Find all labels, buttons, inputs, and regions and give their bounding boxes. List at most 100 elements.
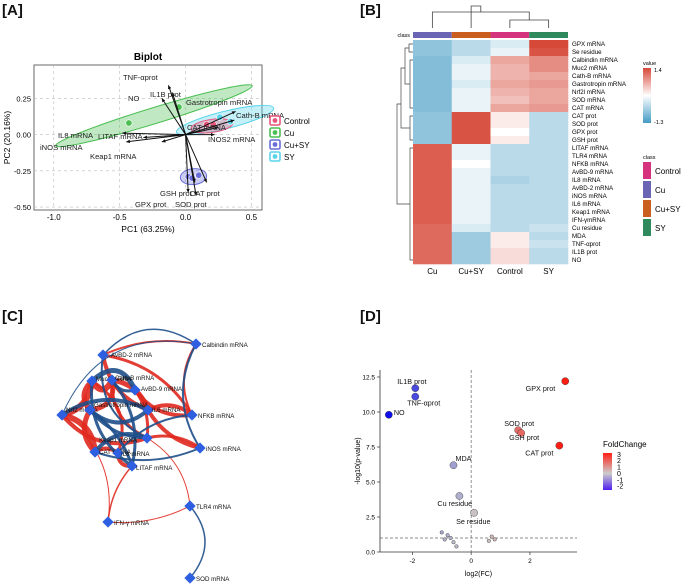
loading-label-gastrotropin-mrna: Gastrotropin mRNA [186,98,253,107]
heatmap-cell [490,176,530,185]
network-node-label: AvBD-9 mRNA [141,386,183,393]
loading-arrowhead [161,98,166,103]
loading-arrow-sod-prot [185,134,197,196]
biplot-legend-label: Cu [284,129,294,138]
heatmap-cell [490,112,530,121]
loading-arrow-keap1-mrna [161,134,186,143]
ellipse-cu [55,84,253,148]
volcano-label-gpx-prot: GPX prot [526,384,556,393]
dendro-link [396,103,410,205]
volcano-point-tnf-prot [411,392,420,401]
class-legend-title: class [643,155,656,161]
network-node-avbd-9-mrna [129,384,141,396]
column-dendrogram [431,5,550,28]
heatmap-cell [451,136,491,145]
volcano-label-sod-prot: SOD prot [504,419,534,428]
loading-label-gsh-prot: GSH prot [160,189,193,198]
heatmap-cell [529,248,569,257]
loading-arrow-gastrotropin-mrna [185,110,236,136]
network-edge [181,343,201,449]
heatmap-cell [529,144,569,153]
loading-arrow-inos-mrna [126,134,186,143]
heatmap-cell [529,184,569,193]
heatmap-cell [490,80,530,89]
network-edge [89,368,138,393]
heatmap-cell [529,176,569,185]
heatmap-cell [413,128,453,137]
heatmap-cell [451,72,491,81]
heatmap-cell [451,64,491,73]
loading-arrowhead [186,188,190,193]
heatmap-row-label: TNF-αprot [572,241,601,248]
heatmap-row-label: GPX mRNA [572,41,606,48]
heatmap-row-label: Gastrotropin mRNA [572,81,627,88]
heatmap-cell [529,200,569,209]
loading-arrowhead [210,132,215,137]
heatmap-cell [451,40,491,49]
heatmap-row-label: AvBD-2 mRNA [572,185,614,192]
volcano-y-tick-label: 2.5 [366,515,375,522]
heatmap-cell [529,232,569,241]
heatmap-row-label: Cath-B mRNA [572,73,612,80]
biplot-title: Biplot [134,52,163,63]
heatmap-cell [529,240,569,249]
heatmap-cell [451,96,491,105]
loading-label-gpx-prot: GPX prot [135,200,167,209]
heatmap-row-label: IL6 mRNA [572,201,601,208]
heatmap-cell [413,184,453,193]
heatmap-cell [413,88,453,97]
heatmap-cell [413,200,453,209]
class-legend-swatch-cu [643,181,651,198]
foldchange-legend-tick: 2 [617,458,621,465]
heatmap-row-label: Cu residue [572,225,602,232]
network-edge [61,414,110,523]
volcano-point [451,540,456,545]
heatmap-cell [529,120,569,129]
heatmap-cell [490,64,530,73]
heatmap-row-label: CAT prot [572,113,596,120]
heatmap-cell [413,208,453,217]
heatmap-cell [490,184,530,193]
volcano-label-cu-residue: Cu residue [437,499,472,508]
heatmap-col-label: Control [497,267,523,276]
heatmap-row-label: NO [572,257,581,264]
heatmap-cell [413,80,453,89]
heatmap-cell [529,128,569,137]
heatmap-cell [413,104,453,113]
heatmap-cell [451,256,491,265]
loading-arrowhead [167,85,172,90]
heatmap-cell [490,72,530,81]
heatmap-cell [529,40,569,49]
loading-arrowhead [122,131,126,135]
heatmap-cell [529,104,569,113]
heatmap-cell [413,152,453,161]
loading-label-inos2-mrna: INOS2 mRNA [208,135,256,144]
network-node-label: Calbindin mRNA [202,342,249,349]
loading-arrowhead [193,191,198,196]
biplot-x-axis-label: PC1 (63.25%) [121,224,175,234]
heatmap-row-label: TLR4 mRNA [572,153,608,160]
network-node-label: NFKB mRNA [198,413,235,420]
heatmap-col-label: Cu+SY [458,267,484,276]
heatmap-cell [413,224,453,233]
biplot-y-tick-label: 0.25 [16,94,31,103]
heatmap-cell [413,240,453,249]
biplot-y-tick-label: 0.00 [16,131,31,140]
heatmap-cell [529,56,569,65]
heatmap-cell [451,208,491,217]
heatmap-cell [490,168,530,177]
heatmap-cell [490,48,530,57]
volcano-point-il1b-prot [411,384,420,393]
loading-arrow-gpx-prot [185,134,189,193]
heatmap-cell [490,152,530,161]
loading-label-il1b-prot: IL1B prot [150,90,182,99]
network-node-label: Cath-B mRNA [115,375,155,382]
foldchange-legend-title: FoldChange [603,440,647,449]
biplot-y-tick-label: -0.50 [14,203,31,212]
network-edge [100,354,148,439]
heatmap-cell [451,48,491,57]
heatmap-cell [490,120,530,129]
heatmap-cell [413,40,453,49]
biplot-y-tick-label: -0.25 [14,167,31,176]
